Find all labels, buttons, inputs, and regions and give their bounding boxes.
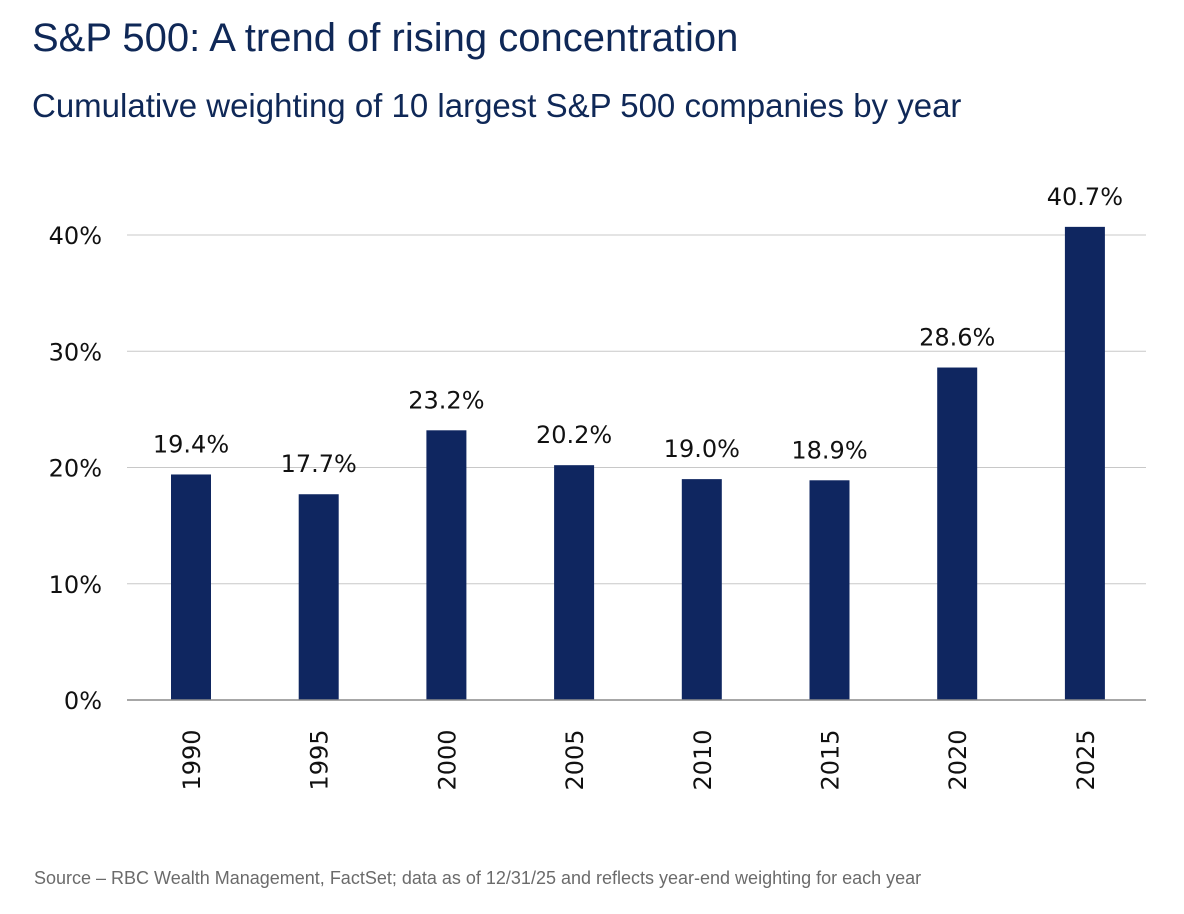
x-tick-label: 2020 <box>944 729 972 790</box>
y-tick-label: 30% <box>49 338 102 366</box>
x-axis-tick-labels: 1990 1995 2000 2005 2010 2015 2020 2025 <box>178 729 1100 790</box>
x-tick-label: 2015 <box>817 729 845 790</box>
data-label: 18.9% <box>791 436 867 464</box>
data-label: 40.7% <box>1047 183 1123 211</box>
bar <box>681 479 722 700</box>
x-tick-label: 2025 <box>1072 729 1100 790</box>
y-axis-tick-labels: 0% 10% 20% 30% 40% <box>49 222 102 715</box>
x-tick-label: 1990 <box>178 729 206 790</box>
bars <box>171 226 1105 701</box>
data-label: 19.0% <box>664 435 740 463</box>
bar <box>171 474 211 700</box>
y-tick-label: 40% <box>49 222 102 250</box>
x-tick-label: 2005 <box>561 729 589 790</box>
bar <box>554 465 595 700</box>
x-tick-label: 1995 <box>306 729 334 790</box>
y-tick-label: 0% <box>64 687 102 715</box>
data-label: 17.7% <box>281 450 357 478</box>
data-label: 20.2% <box>536 421 612 449</box>
bar <box>809 480 850 700</box>
y-tick-label: 10% <box>49 571 102 599</box>
x-tick-label: 2000 <box>433 729 461 790</box>
source-note: Source – RBC Wealth Management, FactSet;… <box>34 868 922 888</box>
bar <box>298 494 339 700</box>
y-tick-label: 20% <box>49 455 102 483</box>
data-labels: 19.4% 17.7% 23.2% 20.2% 19.0% 18.9% 28.6% 40.7% <box>153 183 1123 478</box>
chart-subtitle: Cumulative weighting of 10 largest S&P 5… <box>32 87 962 124</box>
bar <box>937 367 978 700</box>
data-label: 19.4% <box>153 430 229 458</box>
bar <box>426 430 467 700</box>
chart-title: S&P 500: A trend of rising concentration <box>32 16 739 60</box>
gridlines <box>127 234 1146 585</box>
bar <box>1064 226 1105 701</box>
x-tick-label: 2010 <box>689 729 717 790</box>
data-label: 28.6% <box>919 324 995 352</box>
data-label: 23.2% <box>408 386 484 414</box>
